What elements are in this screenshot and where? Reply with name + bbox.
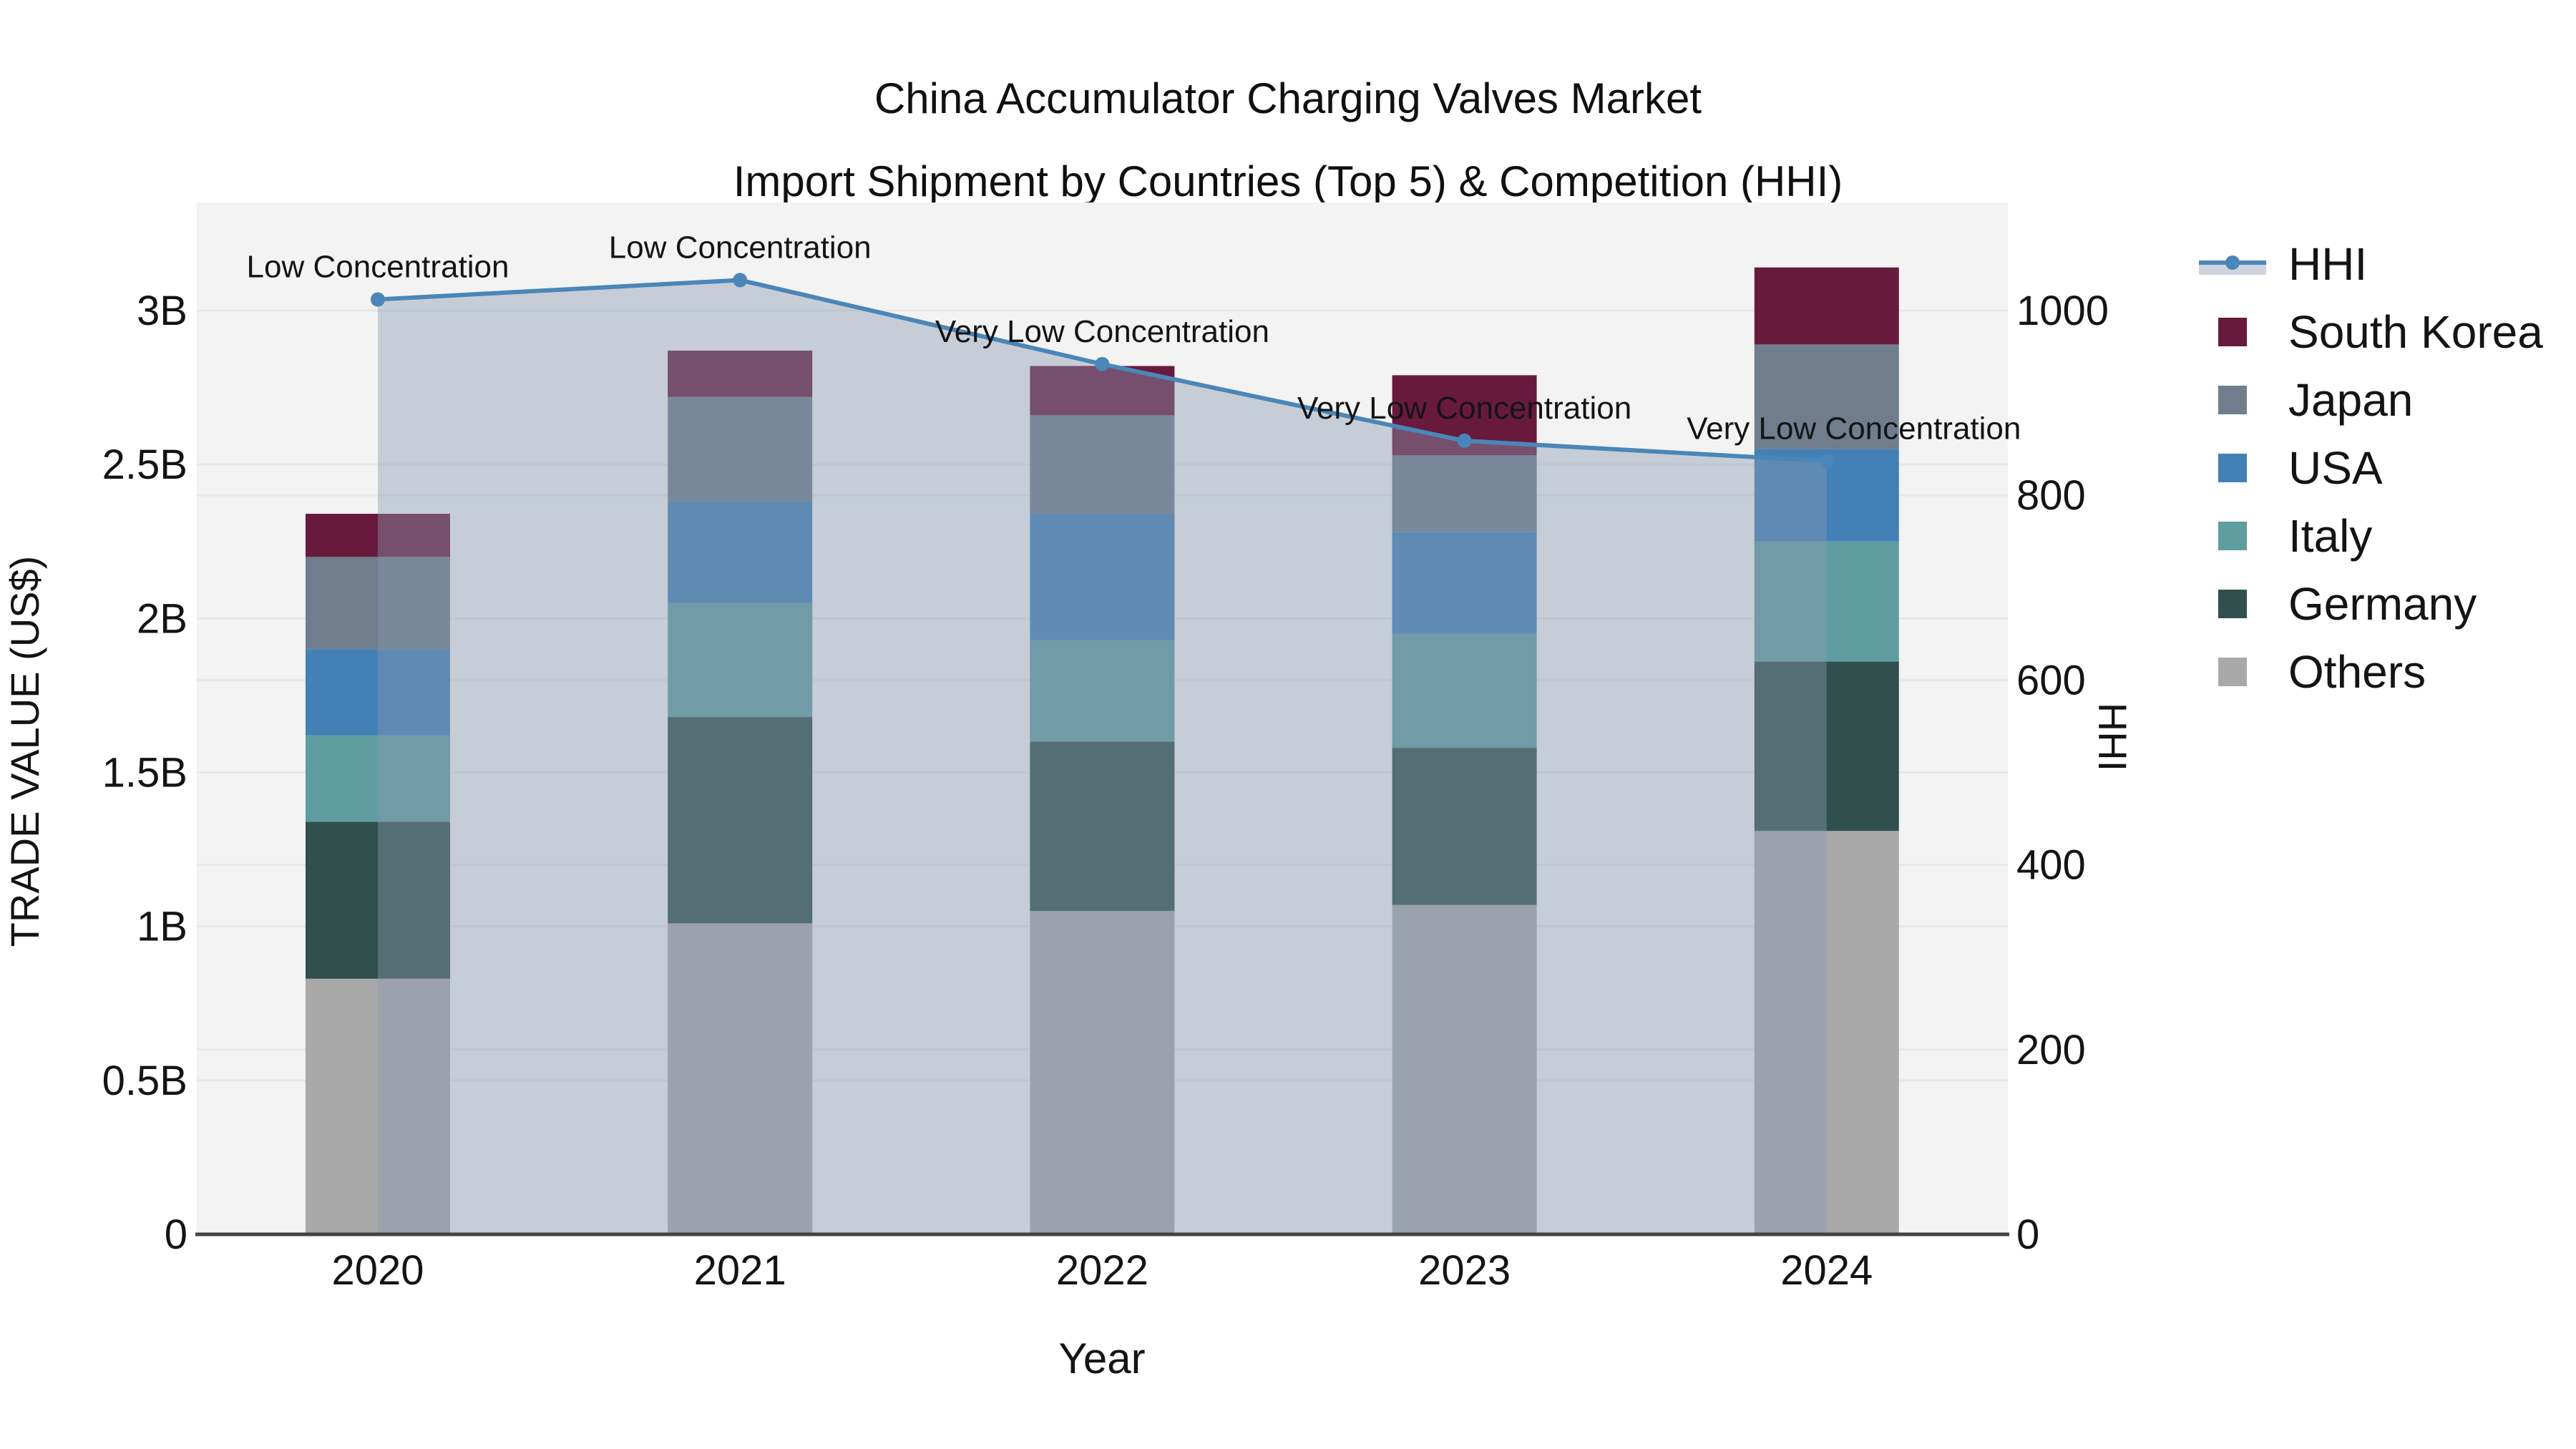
legend-item-germany[interactable]: Germany [2190, 570, 2543, 638]
bar-segment-italy-2021[interactable] [668, 602, 813, 718]
annotation-2022: Very Low Concentration [935, 314, 1269, 349]
bar-segment-japan-2023[interactable] [1392, 455, 1537, 532]
bar-segment-south-korea-2021[interactable] [668, 350, 813, 397]
legend-label: South Korea [2288, 306, 2543, 358]
color-swatch-icon [2190, 385, 2275, 414]
bar-segment-japan-2024[interactable] [1754, 344, 1899, 449]
bar-segment-others-2020[interactable] [306, 978, 450, 1234]
chart-title: China Accumulator Charging Valves Market [874, 74, 1702, 122]
legend-item-japan[interactable]: Japan [2190, 366, 2543, 434]
y-tick-label-right-200: 200 [2016, 1027, 2086, 1073]
color-swatch-icon [2190, 589, 2275, 618]
bar-segment-germany-2022[interactable] [1030, 741, 1175, 912]
annotation-2024: Very Low Concentration [1687, 411, 2021, 446]
bar-segment-italy-2020[interactable] [306, 735, 450, 822]
bar-segment-others-2023[interactable] [1392, 904, 1537, 1234]
bar-segment-usa-2020[interactable] [306, 649, 450, 736]
y-tick-label-right-800: 800 [2016, 472, 2086, 519]
legend-item-usa[interactable]: USA [2190, 434, 2543, 502]
legend-label: Italy [2288, 509, 2373, 562]
color-swatch-icon [2190, 657, 2275, 686]
y-tick-label-right-400: 400 [2016, 842, 2086, 889]
bar-segment-italy-2022[interactable] [1030, 640, 1175, 742]
y-tick-label-left-0: 0 [165, 1211, 187, 1258]
y-tick-label-left-1B: 1B [137, 904, 187, 950]
bar-segment-japan-2022[interactable] [1030, 415, 1175, 514]
y-tick-label-left-2B: 2B [137, 595, 187, 642]
bar-segment-south-korea-2024[interactable] [1754, 267, 1899, 345]
chart-subtitle: Import Shipment by Countries (Top 5) & C… [733, 157, 1843, 205]
y-axis-title-left: TRADE VALUE (US$) [2, 555, 47, 947]
annotation-2023: Very Low Concentration [1297, 391, 1631, 426]
hhi-marker-2023[interactable] [1457, 434, 1472, 449]
bar-segment-others-2022[interactable] [1030, 911, 1175, 1234]
bar-segment-usa-2022[interactable] [1030, 514, 1175, 640]
y-tick-label-right-1000: 1000 [2016, 288, 2109, 334]
annotation-2020: Low Concentration [247, 250, 509, 285]
bar-segment-south-korea-2020[interactable] [306, 514, 450, 557]
y-axis-title-right: HHI [2090, 702, 2135, 772]
legend-label: USA [2288, 441, 2383, 494]
bar-segment-usa-2021[interactable] [668, 501, 813, 603]
bar-segment-germany-2020[interactable] [306, 821, 450, 979]
annotation-2021: Low Concentration [609, 230, 872, 265]
x-tick-label-2021: 2021 [694, 1247, 786, 1294]
hhi-marker-2020[interactable] [371, 292, 385, 307]
x-tick-label-2022: 2022 [1056, 1247, 1148, 1294]
bar-segment-japan-2020[interactable] [306, 557, 450, 650]
legend-item-south-korea[interactable]: South Korea [2190, 298, 2543, 366]
x-tick-label-2023: 2023 [1418, 1247, 1511, 1294]
color-swatch-icon [2190, 317, 2275, 346]
legend-label: HHI [2288, 238, 2368, 290]
bar-segment-germany-2024[interactable] [1754, 661, 1899, 831]
hhi-marker-2024[interactable] [1819, 454, 1834, 469]
color-swatch-icon [2190, 521, 2275, 550]
y-tick-label-left-0.5B: 0.5B [102, 1058, 187, 1104]
legend-item-italy[interactable]: Italy [2190, 502, 2543, 570]
y-tick-label-left-1.5B: 1.5B [102, 750, 187, 796]
bar-segment-italy-2023[interactable] [1392, 633, 1537, 748]
legend-label: Germany [2288, 577, 2477, 630]
y-tick-label-right-0: 0 [2016, 1211, 2039, 1258]
y-tick-label-right-600: 600 [2016, 657, 2086, 703]
hhi-marker-2022[interactable] [1095, 356, 1110, 371]
bar-segment-germany-2021[interactable] [668, 717, 813, 924]
y-tick-label-left-3B: 3B [137, 288, 187, 334]
x-tick-label-2024: 2024 [1780, 1247, 1873, 1294]
bar-segment-others-2021[interactable] [668, 923, 813, 1234]
legend-label: Japan [2288, 374, 2414, 426]
legend: HHI South Korea Japan USA Italy Germany Others [2190, 230, 2543, 706]
x-axis-title: Year [1058, 1335, 1146, 1382]
y-tick-label-left-2.5B: 2.5B [102, 441, 187, 488]
legend-label: Others [2288, 645, 2426, 698]
bar-segment-usa-2023[interactable] [1392, 532, 1537, 634]
color-swatch-icon [2190, 453, 2275, 482]
hhi-area-fill [378, 280, 1827, 1235]
bar-segment-germany-2023[interactable] [1392, 748, 1537, 905]
bar-segment-japan-2021[interactable] [668, 396, 813, 502]
legend-item-others[interactable]: Others [2190, 638, 2543, 706]
legend-item-hhi[interactable]: HHI [2190, 230, 2543, 298]
bar-segment-italy-2024[interactable] [1754, 541, 1899, 662]
hhi-line-swatch-icon [2190, 249, 2275, 279]
bar-segment-others-2024[interactable] [1754, 831, 1899, 1234]
hhi-marker-2021[interactable] [733, 273, 748, 288]
x-tick-label-2020: 2020 [331, 1247, 424, 1294]
